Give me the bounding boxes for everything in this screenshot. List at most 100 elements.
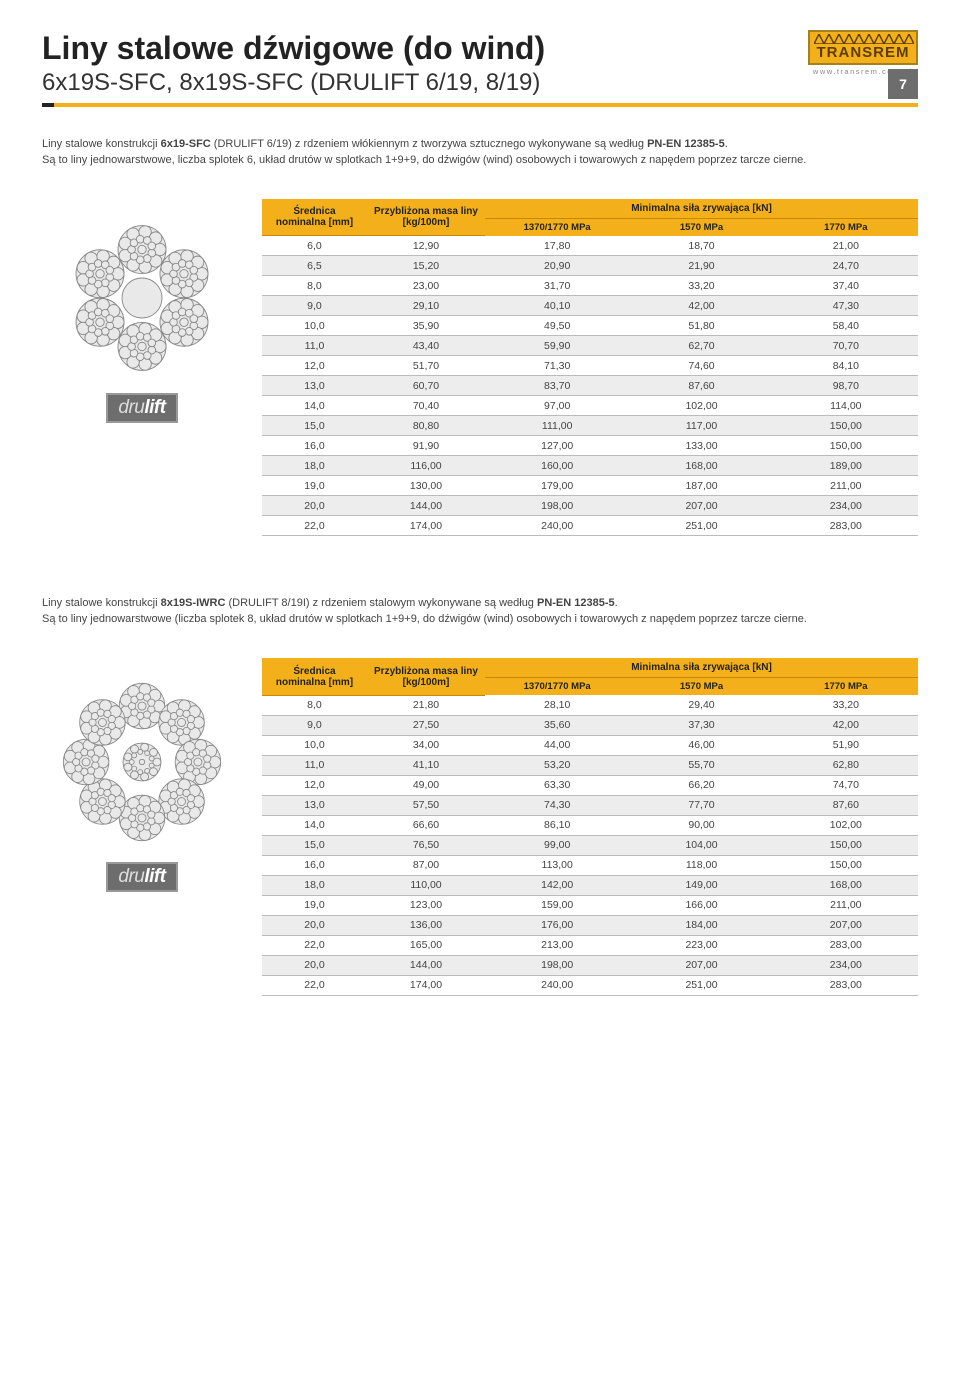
table-cell: 211,00 xyxy=(774,476,918,496)
table-row: 11,043,4059,9062,7070,70 xyxy=(262,336,918,356)
logo-truss-icon xyxy=(814,34,912,44)
table-cell: 6,5 xyxy=(262,256,367,276)
th-sub-1570: 1570 MPa xyxy=(629,678,773,696)
table-row: 8,023,0031,7033,2037,40 xyxy=(262,276,918,296)
table-cell: 27,50 xyxy=(367,715,485,735)
table-cell: 117,00 xyxy=(629,416,773,436)
table-cell: 62,70 xyxy=(629,336,773,356)
table-cell: 22,0 xyxy=(262,975,367,995)
table-cell: 87,60 xyxy=(629,376,773,396)
table-cell: 165,00 xyxy=(367,935,485,955)
table-cell: 223,00 xyxy=(629,935,773,955)
table-cell: 84,10 xyxy=(774,356,918,376)
table-cell: 251,00 xyxy=(629,516,773,536)
table-cell: 213,00 xyxy=(485,935,629,955)
table-cell: 144,00 xyxy=(367,955,485,975)
th-sub-1370: 1370/1770 MPa xyxy=(485,218,629,236)
table-cell: 114,00 xyxy=(774,396,918,416)
table-cell: 283,00 xyxy=(774,935,918,955)
table-cell: 87,60 xyxy=(774,795,918,815)
table-cell: 211,00 xyxy=(774,895,918,915)
table-cell: 16,0 xyxy=(262,436,367,456)
table-cell: 13,0 xyxy=(262,376,367,396)
rope-diagram-6strand xyxy=(57,213,227,383)
table-cell: 118,00 xyxy=(629,855,773,875)
table-row: 19,0130,00179,00187,00211,00 xyxy=(262,476,918,496)
table-cell: 51,70 xyxy=(367,356,485,376)
table-cell: 15,0 xyxy=(262,416,367,436)
table-cell: 21,90 xyxy=(629,256,773,276)
table-cell: 63,30 xyxy=(485,775,629,795)
table-cell: 91,90 xyxy=(367,436,485,456)
table-cell: 18,0 xyxy=(262,875,367,895)
table-cell: 86,10 xyxy=(485,815,629,835)
table-cell: 35,90 xyxy=(367,316,485,336)
table-cell: 42,00 xyxy=(629,296,773,316)
table-cell: 10,0 xyxy=(262,735,367,755)
table-cell: 77,70 xyxy=(629,795,773,815)
page-subtitle: 6x19S-SFC, 8x19S-SFC (DRULIFT 6/19, 8/19… xyxy=(42,69,808,97)
table-row: 18,0110,00142,00149,00168,00 xyxy=(262,875,918,895)
table-cell: 15,0 xyxy=(262,835,367,855)
table-cell: 31,70 xyxy=(485,276,629,296)
table-cell: 33,20 xyxy=(629,276,773,296)
table-cell: 55,70 xyxy=(629,755,773,775)
table-cell: 18,0 xyxy=(262,456,367,476)
table-cell: 24,70 xyxy=(774,256,918,276)
table-cell: 198,00 xyxy=(485,955,629,975)
table-cell: 71,30 xyxy=(485,356,629,376)
table-cell: 283,00 xyxy=(774,516,918,536)
table-cell: 62,80 xyxy=(774,755,918,775)
table-cell: 189,00 xyxy=(774,456,918,476)
ruler-bar: 7 xyxy=(42,103,918,107)
table-cell: 102,00 xyxy=(774,815,918,835)
table-cell: 127,00 xyxy=(485,436,629,456)
table-row: 20,0144,00198,00207,00234,00 xyxy=(262,955,918,975)
table-row: 13,057,5074,3077,7087,60 xyxy=(262,795,918,815)
table-cell: 160,00 xyxy=(485,456,629,476)
table-row: 6,515,2020,9021,9024,70 xyxy=(262,256,918,276)
th-mass: Przybliżona masa liny [kg/100m] xyxy=(367,658,485,695)
table-cell: 11,0 xyxy=(262,336,367,356)
table-cell: 51,80 xyxy=(629,316,773,336)
table-cell: 76,50 xyxy=(367,835,485,855)
table-row: 9,027,5035,6037,3042,00 xyxy=(262,715,918,735)
table-row: 8,021,8028,1029,4033,20 xyxy=(262,695,918,715)
table-cell: 29,40 xyxy=(629,695,773,715)
table-cell: 207,00 xyxy=(774,915,918,935)
table-cell: 21,00 xyxy=(774,236,918,256)
table-cell: 168,00 xyxy=(774,875,918,895)
rope-diagram-8strand xyxy=(52,672,232,852)
table-cell: 87,00 xyxy=(367,855,485,875)
table-cell: 57,50 xyxy=(367,795,485,815)
table-cell: 29,10 xyxy=(367,296,485,316)
table-row: 16,091,90127,00133,00150,00 xyxy=(262,436,918,456)
table-cell: 22,0 xyxy=(262,935,367,955)
table-row: 9,029,1040,1042,0047,30 xyxy=(262,296,918,316)
table-cell: 83,70 xyxy=(485,376,629,396)
table-row: 22,0174,00240,00251,00283,00 xyxy=(262,975,918,995)
table-cell: 49,00 xyxy=(367,775,485,795)
description-2: Liny stalowe konstrukcji 8x19S-IWRC (DRU… xyxy=(42,596,918,628)
section-1: drulift Średnica nominalna [mm] Przybliż… xyxy=(42,199,918,537)
table-row: 19,0123,00159,00166,00211,00 xyxy=(262,895,918,915)
table-cell: 116,00 xyxy=(367,456,485,476)
table-row: 22,0165,00213,00223,00283,00 xyxy=(262,935,918,955)
table-cell: 14,0 xyxy=(262,396,367,416)
table-row: 14,070,4097,00102,00114,00 xyxy=(262,396,918,416)
table-cell: 66,60 xyxy=(367,815,485,835)
table-row: 15,076,5099,00104,00150,00 xyxy=(262,835,918,855)
th-sub-1570: 1570 MPa xyxy=(629,218,773,236)
table-cell: 40,10 xyxy=(485,296,629,316)
table-row: 18,0116,00160,00168,00189,00 xyxy=(262,456,918,476)
table-cell: 19,0 xyxy=(262,476,367,496)
table-cell: 66,20 xyxy=(629,775,773,795)
table-cell: 98,70 xyxy=(774,376,918,396)
table-cell: 46,00 xyxy=(629,735,773,755)
table-cell: 60,70 xyxy=(367,376,485,396)
table-cell: 20,0 xyxy=(262,496,367,516)
table-cell: 37,30 xyxy=(629,715,773,735)
table-cell: 179,00 xyxy=(485,476,629,496)
table-cell: 150,00 xyxy=(774,416,918,436)
table-row: 10,035,9049,5051,8058,40 xyxy=(262,316,918,336)
